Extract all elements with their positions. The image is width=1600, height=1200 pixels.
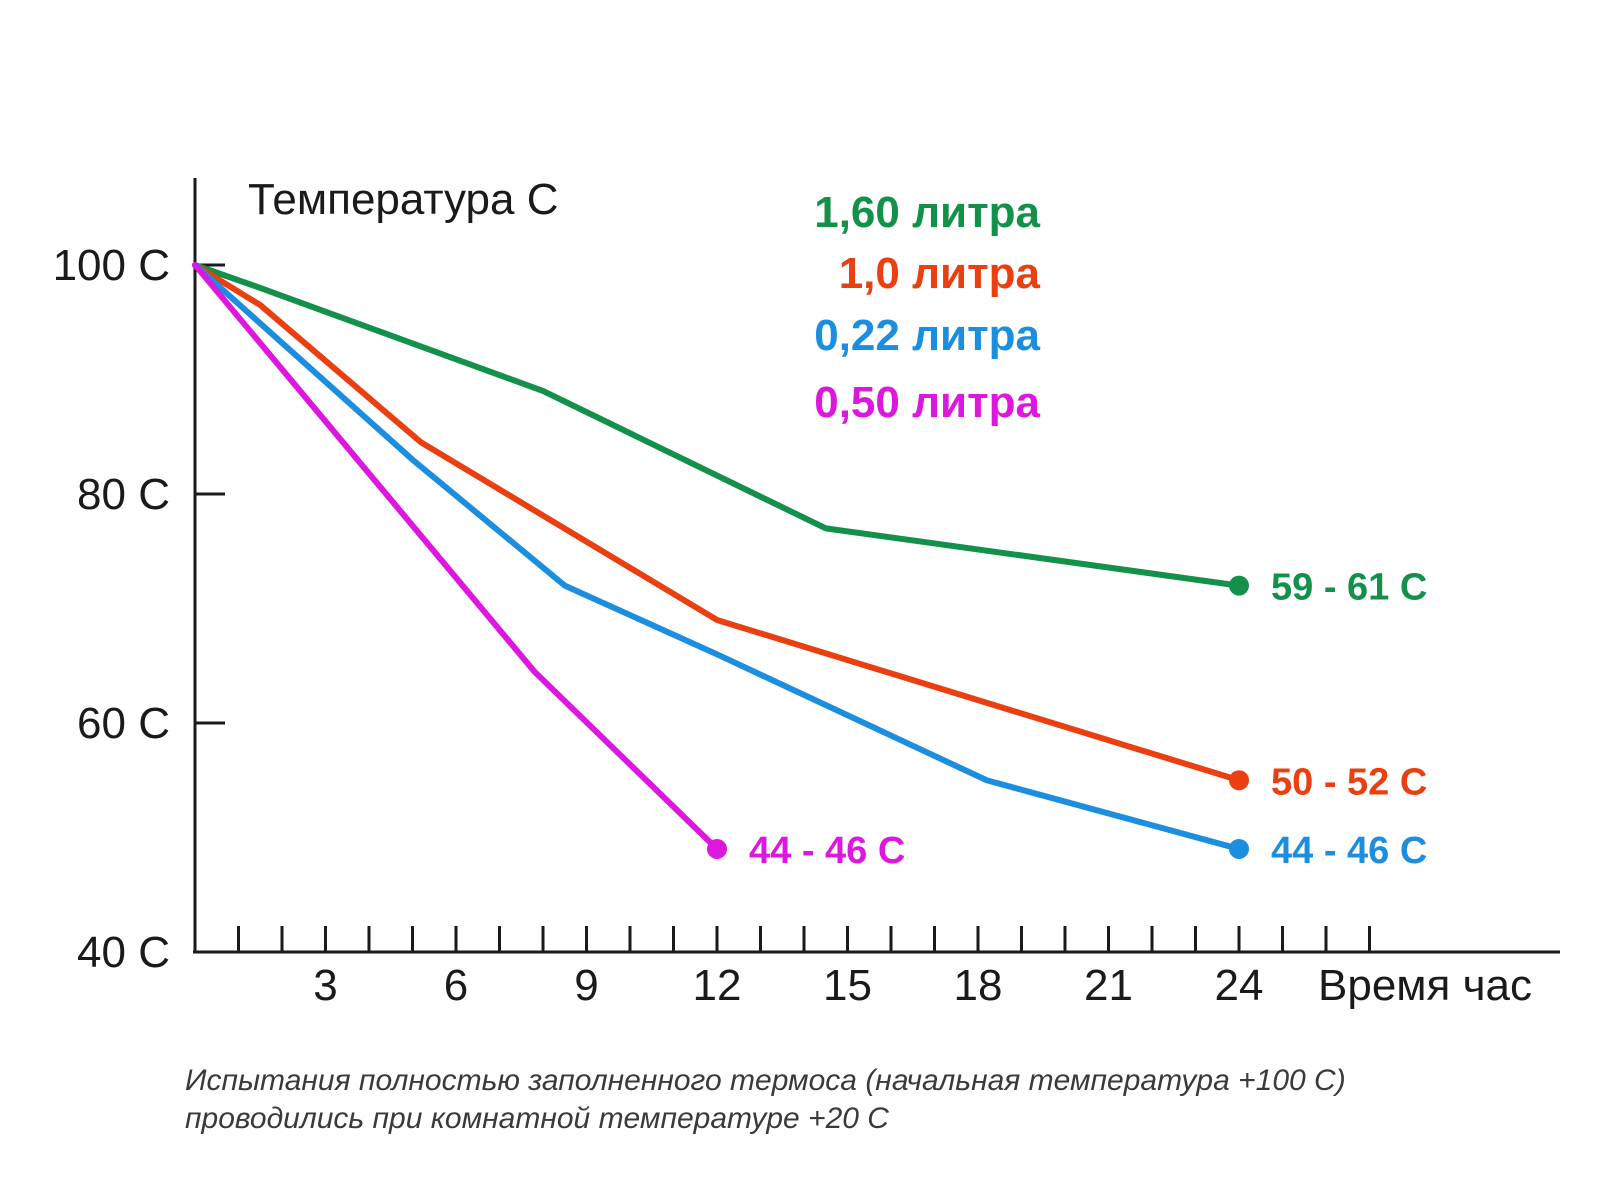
x-tick-label: 18	[954, 961, 1003, 1010]
y-ticks: 40 С 60 С 80 С 100 С	[53, 241, 225, 977]
y-axis-title: Температура С	[248, 175, 559, 224]
series-end-label: 44 - 46 С	[1271, 830, 1427, 872]
y-tick-label: 100 С	[53, 241, 170, 290]
legend: 1,60 литра 1,0 литра 0,22 литра 0,50 литра	[814, 188, 1040, 427]
legend-item: 0,50 литра	[814, 378, 1040, 427]
legend-item: 1,60 литра	[814, 188, 1040, 237]
series-line	[192, 262, 720, 852]
y-tick-label: 60 С	[77, 699, 170, 748]
x-tick-label: 15	[823, 961, 872, 1010]
series-end-label: 44 - 46 С	[749, 830, 905, 872]
series-lines: 59 - 61 С 50 - 52 С 44 - 46 С 44 - 46 С	[192, 262, 1427, 872]
y-tick-label: 80 С	[77, 470, 170, 519]
y-tick-label: 40 С	[77, 928, 170, 977]
series-line	[192, 262, 1242, 784]
series-end-marker	[707, 838, 727, 859]
x-tick-label: 9	[574, 961, 598, 1010]
series-line	[192, 262, 1242, 852]
axes	[193, 178, 1560, 954]
x-tick-label: 21	[1084, 961, 1133, 1010]
caption-line-1: Испытания полностью заполненного термоса…	[185, 1064, 1346, 1097]
series-end-marker	[1229, 770, 1249, 791]
series-end-marker	[1229, 575, 1249, 596]
x-tick-label: 24	[1215, 961, 1264, 1010]
series-end-label: 50 - 52 С	[1271, 761, 1427, 803]
x-tick-label: 6	[444, 961, 468, 1010]
x-axis-title: Время час	[1318, 961, 1532, 1010]
series-line	[192, 262, 1242, 589]
legend-item: 1,0 литра	[839, 249, 1041, 298]
x-tick-label: 3	[313, 961, 337, 1010]
legend-item: 0,22 литра	[814, 311, 1040, 360]
x-tick-label: 12	[693, 961, 742, 1010]
x-tick-labels: 3 6 9 12 15 18 21 24	[313, 961, 1263, 1010]
series-end-label: 59 - 61 С	[1271, 567, 1427, 609]
x-minor-ticks	[237, 926, 1371, 952]
caption-line-2: проводились при комнатной температуре +2…	[185, 1102, 889, 1135]
series-end-marker	[1229, 838, 1249, 859]
